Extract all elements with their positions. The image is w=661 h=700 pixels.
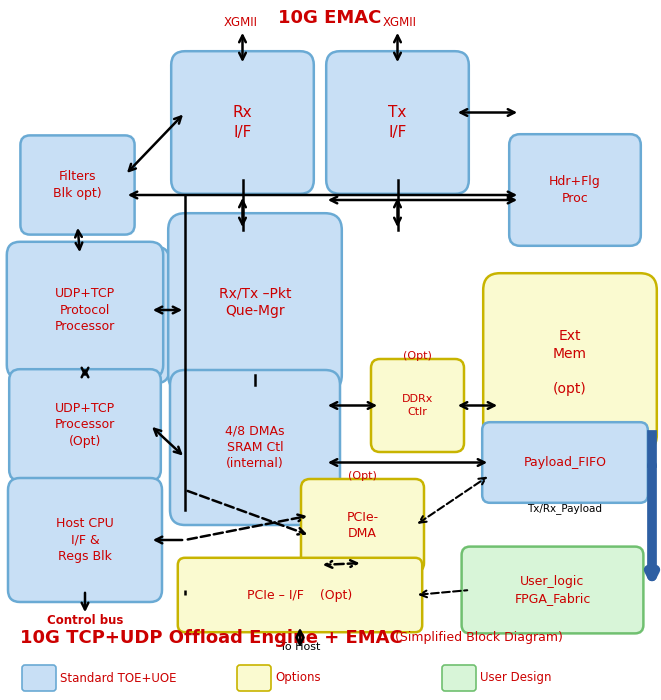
FancyBboxPatch shape [237,665,271,691]
FancyBboxPatch shape [9,369,161,481]
FancyBboxPatch shape [7,241,163,378]
FancyBboxPatch shape [170,370,340,525]
FancyBboxPatch shape [8,478,162,602]
FancyBboxPatch shape [483,273,657,452]
Text: UDP+TCP
Processor
(Opt): UDP+TCP Processor (Opt) [55,402,115,448]
FancyBboxPatch shape [171,51,314,194]
Text: User Design: User Design [480,671,551,685]
FancyBboxPatch shape [442,665,476,691]
Text: Tx/Rx_Payload: Tx/Rx_Payload [527,503,602,514]
FancyBboxPatch shape [13,247,169,383]
Text: (Opt): (Opt) [403,351,432,361]
Text: Filters
Blk opt): Filters Blk opt) [53,170,102,199]
Text: 10G EMAC: 10G EMAC [278,9,381,27]
Text: Payload_FIFO: Payload_FIFO [524,456,607,469]
Text: Host CPU
I/F &
Regs Blk: Host CPU I/F & Regs Blk [56,517,114,563]
Text: PCIe – I/F    (Opt): PCIe – I/F (Opt) [247,589,352,601]
Text: XGMII: XGMII [383,15,416,29]
Text: Rx/Tx –Pkt
Que-Mgr: Rx/Tx –Pkt Que-Mgr [219,286,292,318]
FancyBboxPatch shape [483,422,648,503]
Text: DDRx
Ctlr: DDRx Ctlr [402,394,433,417]
Text: (Simplified Block Diagram): (Simplified Block Diagram) [395,631,563,645]
FancyBboxPatch shape [461,547,643,634]
FancyBboxPatch shape [326,51,469,194]
Text: Tx
I/F: Tx I/F [388,106,407,139]
FancyBboxPatch shape [168,214,342,392]
Text: (Opt): (Opt) [348,471,377,481]
FancyBboxPatch shape [371,359,464,452]
Text: Options: Options [275,671,321,685]
FancyBboxPatch shape [178,558,422,632]
FancyBboxPatch shape [22,665,56,691]
FancyBboxPatch shape [509,134,641,246]
Text: Ext
Mem

(opt): Ext Mem (opt) [553,329,587,396]
FancyBboxPatch shape [20,135,135,234]
Text: Hdr+Flg
Proc: Hdr+Flg Proc [549,175,601,204]
Text: XGMII: XGMII [223,15,258,29]
Text: 10G TCP+UDP Offload Engine + EMAC: 10G TCP+UDP Offload Engine + EMAC [20,629,403,647]
Text: Standard TOE+UOE: Standard TOE+UOE [60,671,176,685]
FancyBboxPatch shape [301,479,424,572]
Text: UDP+TCP
Protocol
Processor: UDP+TCP Protocol Processor [55,287,115,333]
Text: Rx
I/F: Rx I/F [233,106,253,139]
Text: Control bus: Control bus [47,613,123,626]
Text: User_logic
FPGA_Fabric: User_logic FPGA_Fabric [514,575,591,605]
Text: PCIe-
DMA: PCIe- DMA [346,511,379,540]
Text: 4/8 DMAs
SRAM Ctl
(internal): 4/8 DMAs SRAM Ctl (internal) [225,424,285,470]
Text: To Host: To Host [280,642,320,652]
